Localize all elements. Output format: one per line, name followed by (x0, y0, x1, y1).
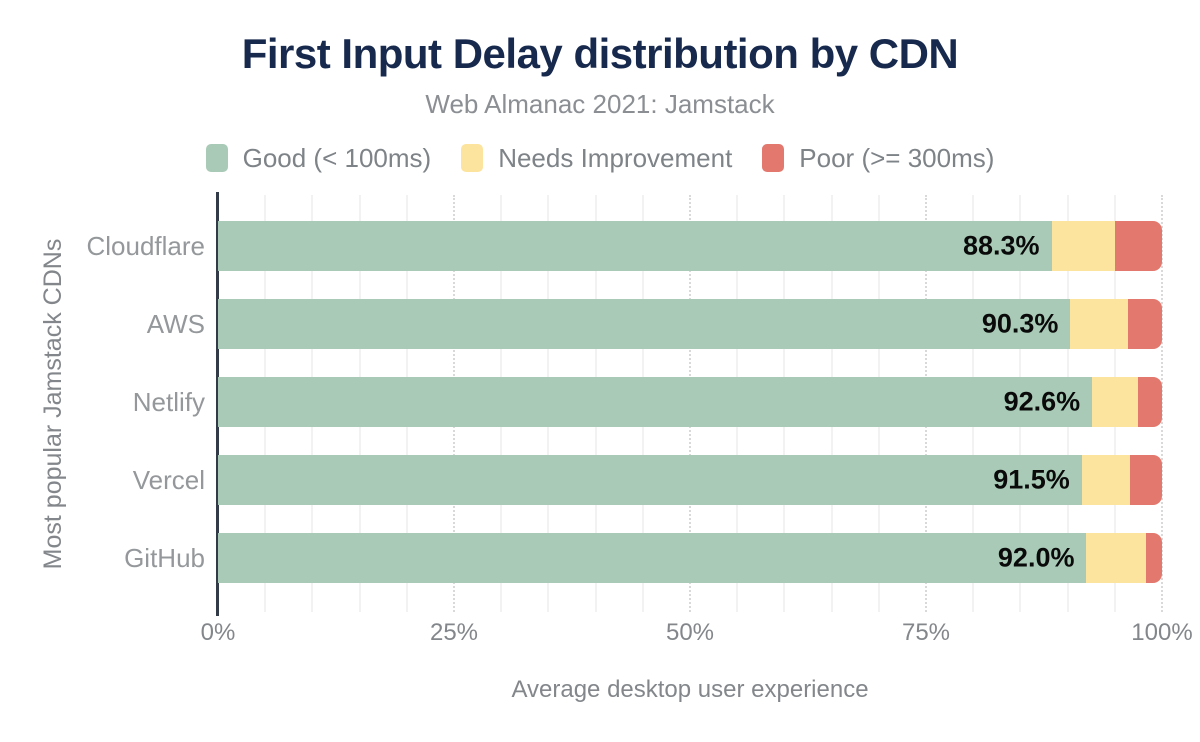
chart-subtitle: Web Almanac 2021: Jamstack (425, 89, 775, 119)
x-tick-label-100: 100% (1131, 619, 1193, 646)
bar-segment-poor (1138, 377, 1162, 427)
x-tick-label-50: 50% (665, 619, 715, 646)
chart-legend: Good (< 100ms) Needs Improvement Poor (>= … (0, 141, 1200, 175)
bar-segment-needs-improvement (1086, 533, 1146, 583)
bar-segment-good: 90.3% (218, 299, 1071, 349)
bar-segment-poor (1114, 221, 1162, 271)
bar-value-label: 91.5% (993, 464, 1070, 495)
y-category-label-aws: AWS (146, 309, 205, 339)
chart-title: First Input Delay distribution by CDN (241, 30, 959, 77)
x-tick-label-25: 25% (429, 619, 479, 646)
bar-value-label: 92.6% (1003, 386, 1081, 417)
bar-segment-needs-improvement (1070, 299, 1128, 349)
bar-segment-good: 88.3% (218, 221, 1052, 271)
y-category-label-vercel: Vercel (132, 465, 205, 495)
bar-segment-poor (1129, 455, 1162, 505)
legend-item-1: Needs Improvement (461, 143, 732, 174)
bar-segment-needs-improvement (1051, 221, 1115, 271)
y-axis-categories: Cloudflare AWS Netlify Vercel GitHub (0, 195, 205, 612)
legend-swatch-icon (762, 144, 785, 172)
bar-row-cloudflare: 88.3% (218, 221, 1162, 271)
x-tick-label-0: 0% (200, 619, 236, 646)
bar-value-label: 90.3% (981, 308, 1059, 339)
x-axis-title: Average desktop user experience (511, 676, 869, 703)
y-axis-title: Most popular Jamstack CDNs (39, 238, 67, 570)
legend-item-0: Good (< 100ms) (205, 142, 432, 174)
y-axis-line (216, 192, 219, 616)
bar-segment-needs-improvement (1081, 455, 1130, 505)
bar-row-netlify: 92.6% (218, 377, 1162, 427)
legend-swatch-icon (461, 144, 484, 172)
bar-segment-good: 92.6% (218, 377, 1093, 427)
bar-segment-poor (1128, 299, 1162, 349)
bar-segment-needs-improvement (1092, 377, 1139, 427)
gridline-major (1161, 195, 1163, 612)
legend-swatch-icon (205, 144, 228, 172)
y-category-label-cloudflare: Cloudflare (86, 231, 205, 261)
bar-value-label: 92.0% (997, 542, 1075, 573)
bar-segment-good: 92.0% (218, 533, 1087, 583)
bar-segment-poor (1145, 533, 1162, 583)
legend-label: Poor (>= 300ms) (799, 142, 995, 173)
bar-row-github: 92.0% (218, 533, 1162, 583)
y-category-label-netlify: Netlify (132, 387, 205, 417)
x-axis-ticks: 0% 25% 50% 75% 100% (0, 619, 1200, 647)
legend-label: Good (< 100ms) (242, 142, 432, 173)
legend-item-2: Poor (>= 300ms) (762, 143, 994, 174)
bar-row-vercel: 91.5% (218, 455, 1162, 505)
legend-label: Needs Improvement (498, 142, 733, 173)
bar-row-aws: 90.3% (218, 299, 1162, 349)
plot-area: 88.3% 90.3% 92.6% 91.5% 92.0% (216, 192, 1163, 616)
bar-segment-good: 91.5% (218, 455, 1082, 505)
y-category-label-github: GitHub (124, 543, 205, 573)
x-tick-label-75: 75% (901, 619, 951, 646)
bar-value-label: 88.3% (962, 230, 1040, 261)
